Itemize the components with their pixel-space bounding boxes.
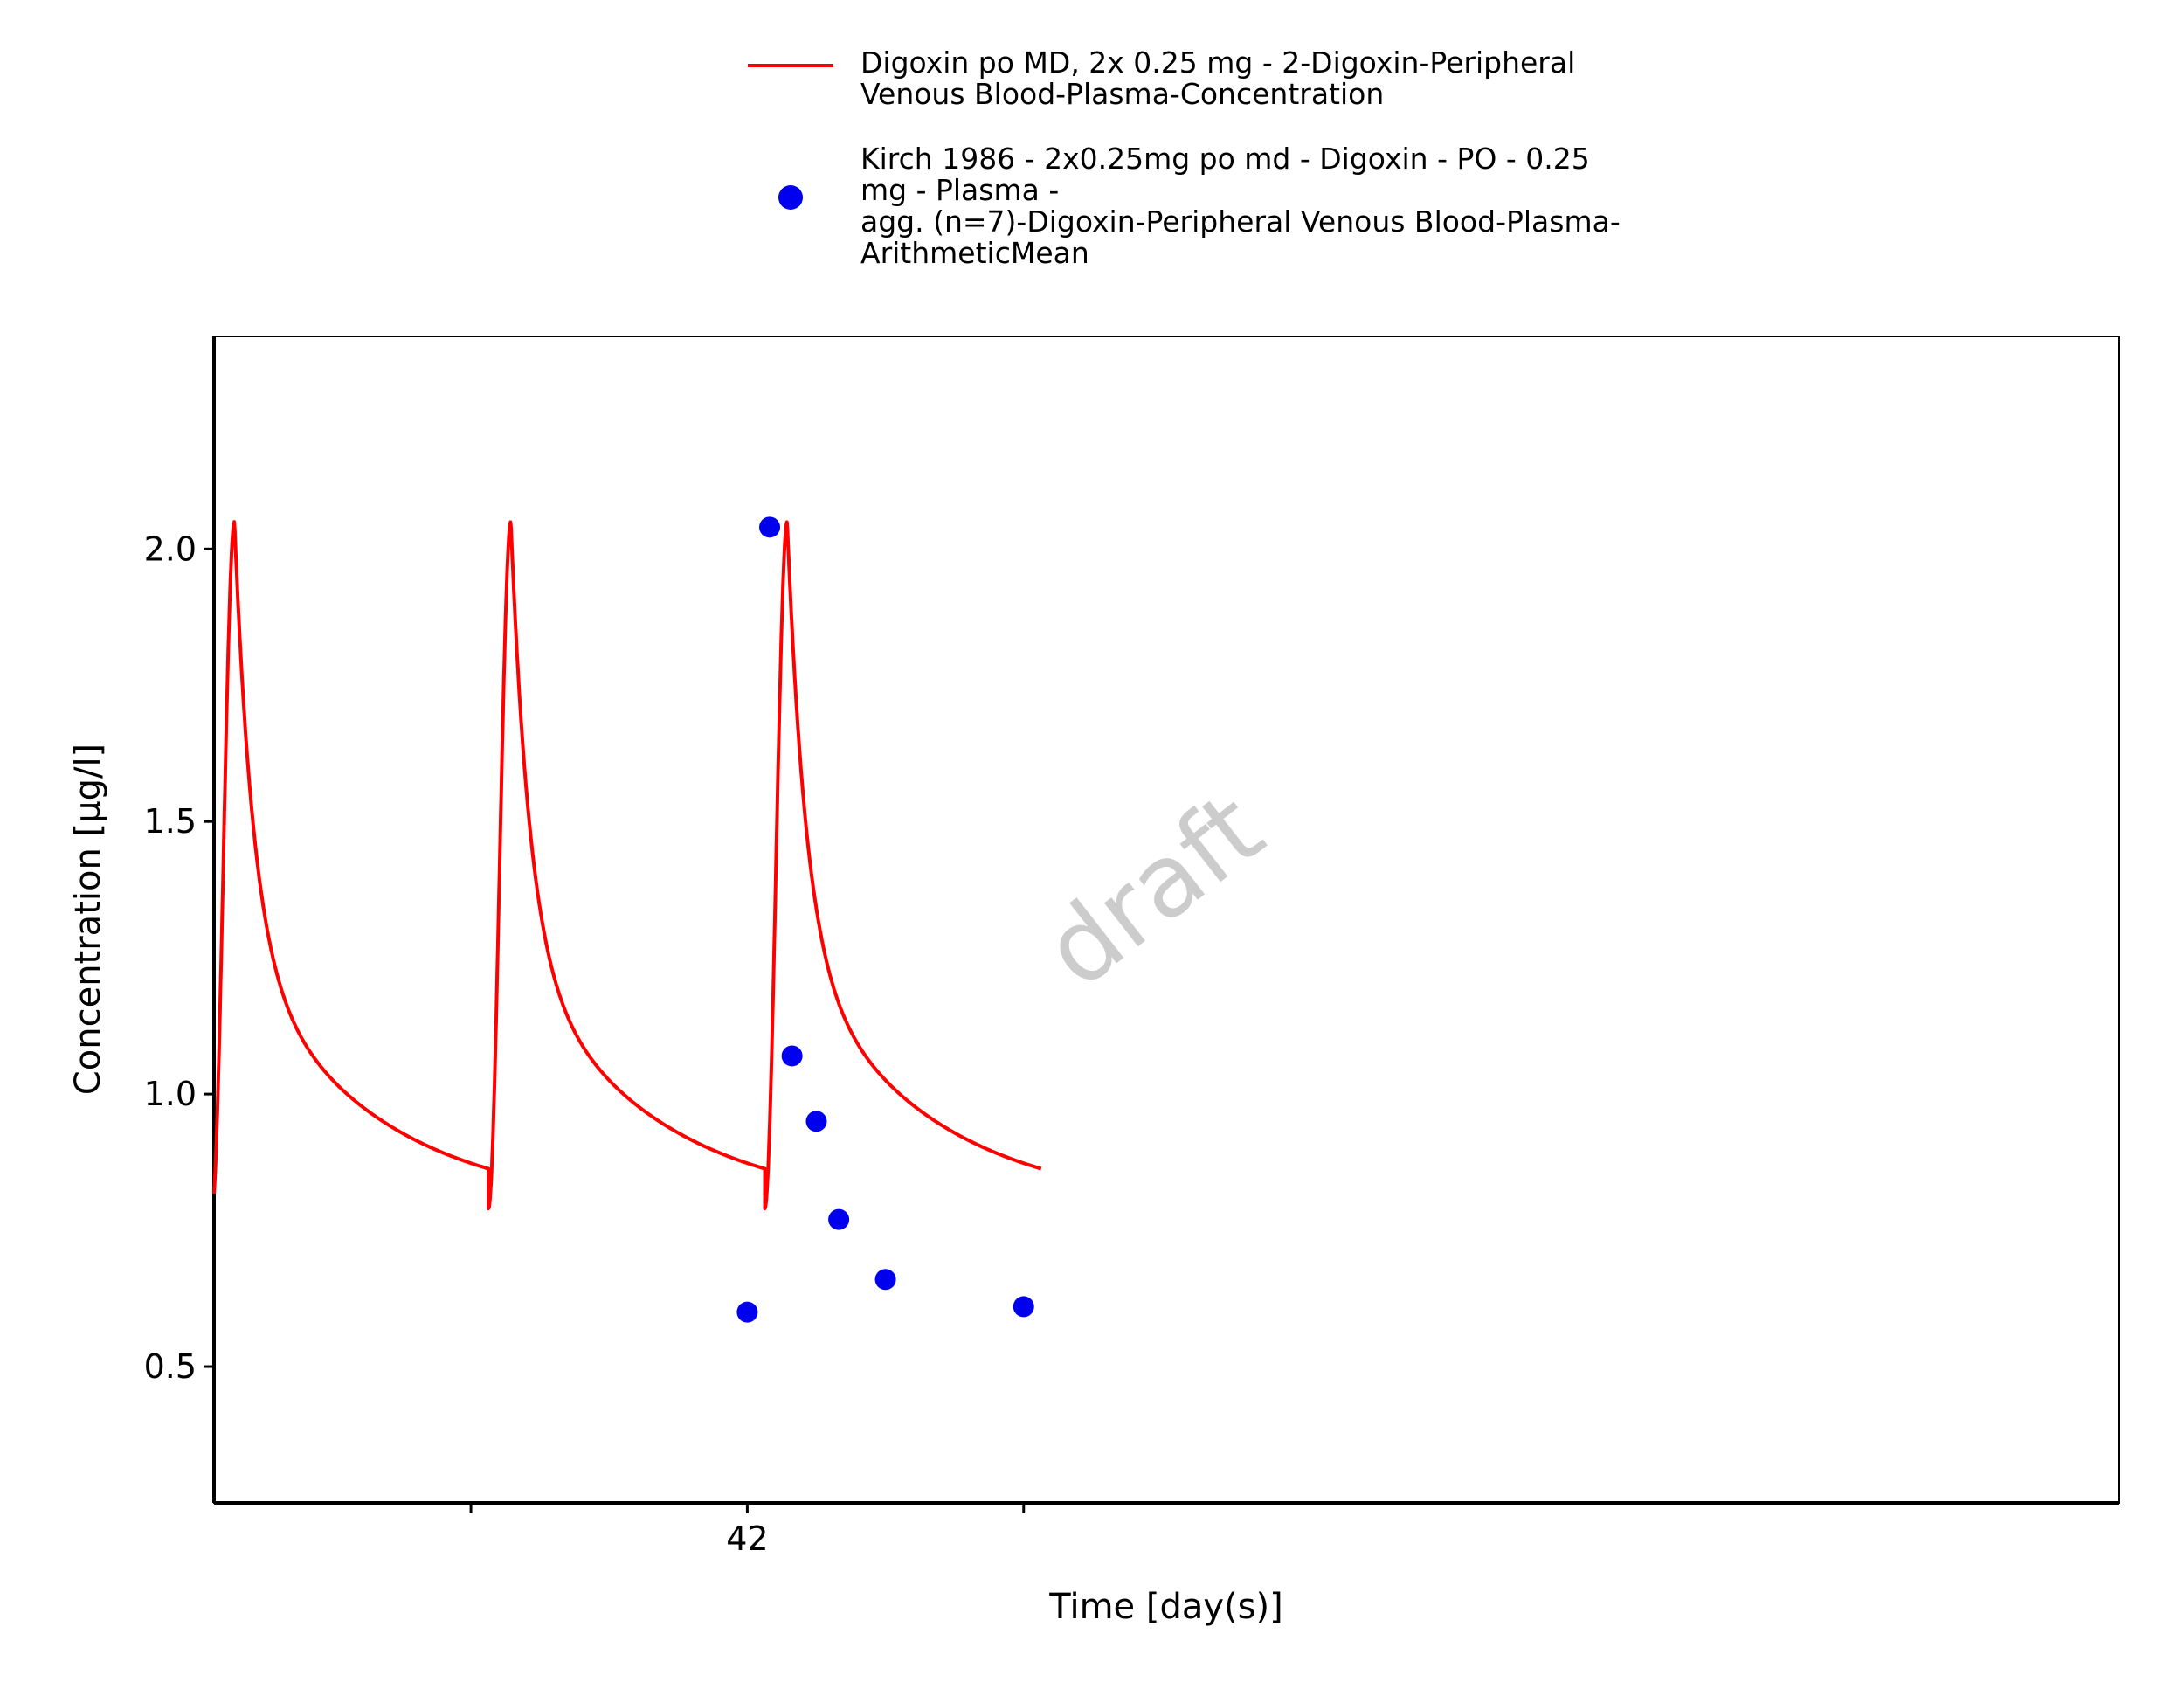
y-tick-label: 1.0 — [144, 1075, 197, 1113]
legend-point-label-2: mg - Plasma - — [860, 173, 1059, 207]
legend: Digoxin po MD, 2x 0.25 mg - 2-Digoxin-Pe… — [748, 45, 1621, 270]
observed-data-point — [874, 1269, 896, 1291]
observed-data-point — [759, 516, 781, 538]
observed-data-point — [805, 1111, 827, 1132]
y-tick-label: 1.5 — [144, 802, 197, 841]
series-line-simulation — [212, 520, 1043, 1211]
x-axis-label: Time [day(s)] — [1048, 1587, 1282, 1627]
y-axis-ticks: 0.5 1.0 1.5 2.0 — [144, 530, 214, 1386]
observed-data-point — [1013, 1296, 1034, 1318]
x-axis-ticks: 42 — [469, 1503, 1026, 1558]
legend-point-swatch — [778, 185, 803, 210]
legend-line-label-2: Venous Blood-Plasma-Concentration — [860, 77, 1384, 111]
y-tick-label: 0.5 — [144, 1347, 197, 1386]
observed-data-point — [828, 1208, 850, 1230]
series-points-observed — [736, 516, 1034, 1323]
watermark: draft — [1024, 771, 1285, 1010]
observed-data-point — [736, 1301, 758, 1323]
y-axis-label: Concentration [µg/l] — [68, 744, 108, 1095]
observed-data-point — [781, 1045, 803, 1067]
legend-line-label-1: Digoxin po MD, 2x 0.25 mg - 2-Digoxin-Pe… — [860, 45, 1575, 80]
x-tick-label: 42 — [726, 1519, 768, 1558]
y-tick-label: 2.0 — [144, 530, 197, 568]
legend-point-label-1: Kirch 1986 - 2x0.25mg po md - Digoxin - … — [860, 142, 1590, 176]
legend-point-label-3: agg. (n=7)-Digoxin-Peripheral Venous Blo… — [860, 204, 1621, 239]
legend-point-label-4: ArithmeticMean — [860, 236, 1089, 270]
